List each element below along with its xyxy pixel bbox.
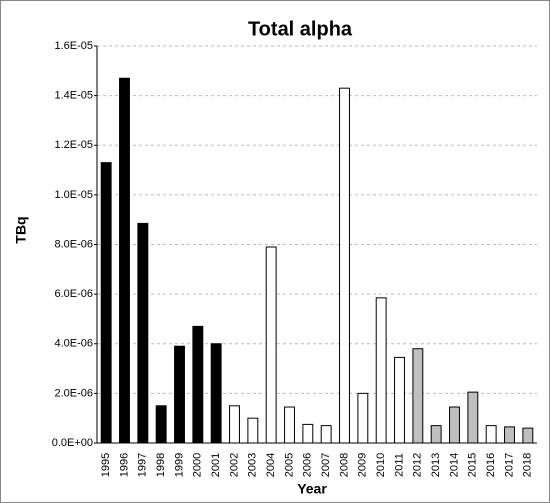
bar [155,405,167,444]
y-tick-label: 0.0E+00 [52,437,93,449]
bar [174,345,185,444]
bar [357,392,369,444]
x-axis-label: Year [297,481,327,497]
x-tick-label: 1998 [155,453,167,477]
x-tick-label: 2016 [485,453,497,477]
bar [320,425,332,444]
x-tick-label: 2013 [430,453,442,477]
x-tick-label: 2011 [393,453,405,477]
y-tick-label: 1.4E-05 [54,90,93,102]
bar [137,222,149,444]
bar [284,406,295,444]
bar [430,425,442,444]
y-tick-label: 8.0E-06 [54,238,93,250]
x-tick-label: 2006 [302,453,314,477]
y-tick-label: 1.0E-05 [54,189,93,201]
y-tick-label: 4.0E-06 [54,338,93,350]
x-tick-label: 2018 [522,453,534,477]
x-tick-label: 1996 [118,453,130,477]
bar [467,391,479,444]
chart-title: Total alpha [248,18,353,40]
bar [302,423,314,444]
bar [247,417,259,444]
y-tick-label: 1.2E-05 [54,139,93,151]
bar [412,348,424,444]
bar [504,426,515,444]
bar [100,162,112,444]
x-tick-label: 2010 [375,453,387,477]
y-tick-label: 2.0E-06 [54,387,93,399]
x-tick-label: 2002 [228,453,240,477]
bar [394,356,405,444]
bar [449,406,460,444]
bar [485,425,497,444]
x-tick-label: 2008 [338,453,350,477]
x-tick-label: 2007 [320,453,332,477]
y-tick-label: 6.0E-06 [54,288,93,300]
bar [339,87,350,444]
x-tick-label: 1997 [137,453,149,477]
bar [210,343,222,444]
bar [192,325,204,444]
x-tick-label: 2000 [192,453,204,477]
bar [522,427,534,444]
y-axis-label: TBq [13,216,29,243]
x-tick-label: 2004 [265,453,277,477]
x-tick-label: 2005 [283,453,295,477]
bar [375,297,387,444]
x-tick-label: 2003 [247,453,259,477]
bar [265,246,277,444]
x-tick-label: 1999 [173,453,185,477]
x-tick-label: 2001 [210,453,222,477]
x-tick-label: 1995 [100,453,112,477]
bar [119,77,130,444]
x-tick-label: 2009 [357,453,369,477]
x-tick-label: 2017 [503,453,515,477]
bar [229,405,240,444]
x-tick-label: 2015 [467,453,479,477]
x-tick-label: 2014 [448,453,460,477]
x-tick-label: 2012 [412,453,424,477]
y-tick-label: 1.6E-05 [54,40,93,52]
